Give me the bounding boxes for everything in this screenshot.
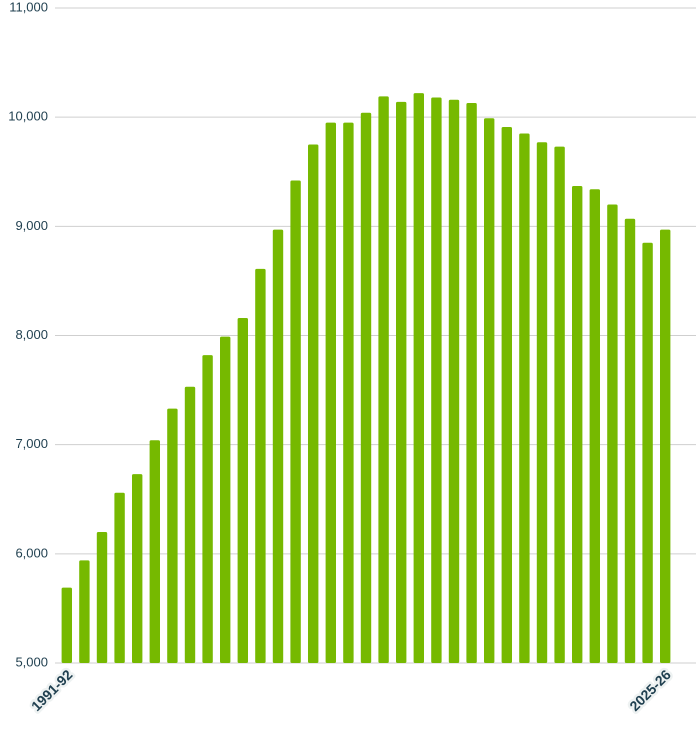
bar [572,185,583,664]
bar [184,386,196,663]
bar [536,142,548,663]
bar [607,204,618,663]
bar [431,97,442,664]
bar [272,229,284,663]
bar [220,336,231,663]
y-tick-label: 5,000 [15,654,48,669]
y-tick-label: 9,000 [15,218,48,233]
bar [413,93,424,663]
y-tick-label: 8,000 [15,327,48,342]
x-tick-label: 2025-26 [626,666,674,714]
x-tick-label: 1991-92 [28,666,76,714]
bar [554,146,565,663]
bar [237,318,248,663]
bar [149,440,160,663]
bar [61,587,72,663]
bar [96,532,108,663]
bar [167,408,178,663]
bar [519,133,530,663]
bar [624,218,636,664]
bar [378,96,389,664]
bar [325,122,336,663]
bar [290,180,301,663]
bar [255,268,266,663]
bar [484,118,495,664]
bar [589,189,600,663]
bar [79,560,90,663]
bar [360,112,372,664]
bar [132,474,143,663]
bar [202,355,213,663]
y-tick-label: 10,000 [8,109,48,124]
y-tick-label: 11,000 [9,0,48,14]
bar [642,242,653,664]
bar [448,99,460,663]
y-tick-label: 6,000 [15,545,48,560]
y-tick-label: 7,000 [15,436,48,451]
bar [396,101,407,664]
bar [114,492,125,663]
bar [466,102,477,664]
bar [343,122,354,663]
bar [501,126,512,663]
bar [308,144,319,664]
bar [660,229,671,663]
